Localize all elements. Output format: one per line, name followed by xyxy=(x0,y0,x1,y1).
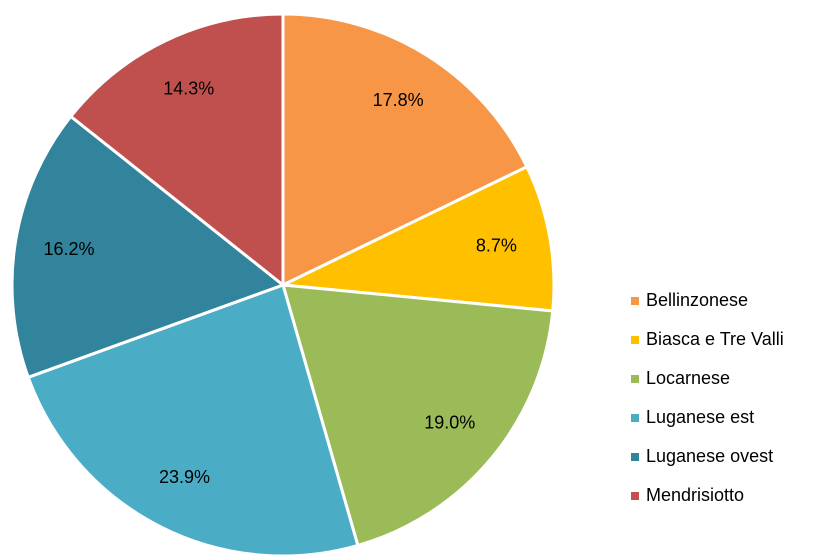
legend-swatch xyxy=(631,492,639,500)
pie-slice xyxy=(26,283,360,556)
data-label: 8.7% xyxy=(476,235,517,255)
legend-swatch xyxy=(631,297,639,305)
data-label: 16.2% xyxy=(44,239,95,259)
legend-label: Biasca e Tre Valli xyxy=(646,329,784,349)
legend-label: Bellinzonese xyxy=(646,290,748,310)
pie-slice xyxy=(10,114,287,380)
legend-label: Luganese est xyxy=(646,407,754,427)
data-label: 17.8% xyxy=(373,90,424,110)
legend-swatch xyxy=(631,336,639,344)
data-label: 23.9% xyxy=(159,467,210,487)
data-label: 19.0% xyxy=(424,412,475,432)
legend-swatch xyxy=(631,375,639,383)
pie-slice xyxy=(280,283,555,548)
pie-slice xyxy=(68,12,285,289)
pie-slice xyxy=(277,164,556,313)
legend-label: Mendrisiotto xyxy=(646,485,744,505)
pie-slice xyxy=(281,12,529,288)
legend-label: Luganese ovest xyxy=(646,446,773,466)
data-label: 14.3% xyxy=(163,79,214,99)
legend-swatch xyxy=(631,414,639,422)
legend-label: Locarnese xyxy=(646,368,730,388)
legend-swatch xyxy=(631,453,639,461)
